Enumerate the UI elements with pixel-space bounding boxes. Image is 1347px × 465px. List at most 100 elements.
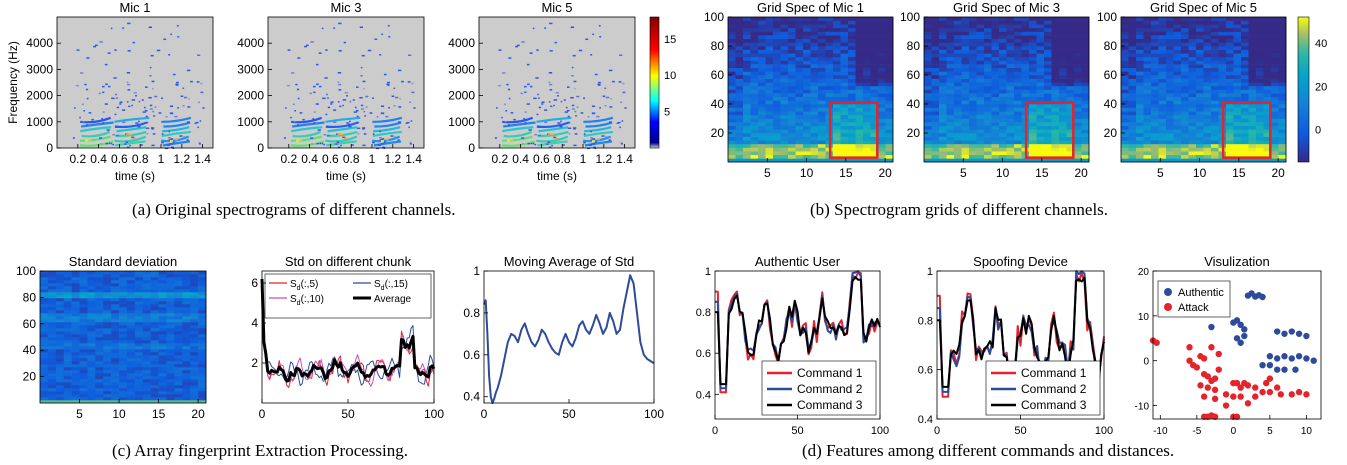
std-cell: [79, 292, 88, 296]
std-cell: [95, 379, 104, 383]
spectro-speck: [508, 57, 512, 59]
std-cell: [126, 334, 136, 338]
spectro-speck: [524, 122, 527, 124]
grid-cell: [1218, 31, 1227, 36]
std-cell: [158, 370, 167, 374]
grid-cell: [1166, 118, 1174, 123]
grid-cell: [1036, 114, 1045, 119]
grid-cell: [1081, 67, 1090, 72]
grid-cell: [788, 104, 796, 108]
grid-cell: [803, 100, 811, 105]
spectro-speck: [146, 133, 149, 135]
grid-cell: [870, 143, 879, 148]
spectro-speck: [126, 71, 131, 74]
grid-cell: [1151, 133, 1159, 137]
std-cell: [150, 379, 159, 383]
grid-cell: [750, 24, 759, 29]
x-tick-label: 0.8: [132, 152, 149, 166]
grid-cell: [735, 67, 744, 72]
grid-cell: [1036, 42, 1045, 47]
grid-cell: [1248, 46, 1257, 50]
spectro-speck: [136, 124, 140, 126]
caption-a: (a) Original spectrograms of different c…: [132, 200, 456, 219]
spectro-harmonic: [536, 116, 572, 123]
std-cell: [198, 349, 207, 353]
std-cell: [47, 301, 57, 305]
grid-cell: [840, 82, 849, 87]
std-cell: [134, 370, 144, 374]
spectro-speck: [381, 33, 383, 36]
grid-cell: [743, 53, 751, 58]
grid-cell: [1143, 104, 1152, 108]
grid-cell: [780, 82, 789, 87]
grid-cell: [999, 143, 1007, 148]
grid-cell: [1036, 56, 1045, 61]
grid-cell: [961, 75, 970, 79]
spectro-speck: [598, 25, 601, 27]
grid-cell: [1121, 82, 1129, 87]
x-tick-label: 15: [1232, 166, 1246, 180]
std-cell: [47, 358, 57, 362]
grid-cell: [1066, 133, 1075, 137]
grid-cell: [855, 38, 864, 43]
scatter-point: [1237, 321, 1244, 329]
std-cell: [111, 280, 120, 284]
grid-cell: [999, 56, 1007, 61]
grid-cell: [833, 31, 841, 36]
grid-cell: [1066, 60, 1075, 65]
grid-cell: [1211, 64, 1219, 69]
std-cell: [71, 298, 80, 302]
grid-cell: [969, 20, 977, 25]
grid-cell: [1271, 49, 1279, 54]
grid-cell: [1263, 143, 1272, 148]
std-cell: [150, 322, 159, 326]
colorbar-tick-label: 10: [664, 70, 676, 82]
std-cell: [126, 373, 136, 377]
spectro-speck: [158, 112, 162, 114]
grid-cell: [885, 122, 894, 127]
std-cell: [150, 394, 159, 398]
grid-cell: [758, 27, 766, 32]
std-cell: [150, 355, 159, 359]
grid-cell: [954, 71, 962, 76]
grid-cell: [1136, 104, 1144, 108]
grid-cell: [1136, 129, 1144, 134]
grid-cell: [969, 75, 977, 79]
grid-cell: [984, 154, 992, 159]
grid-cell: [946, 38, 955, 43]
grid-cell: [870, 75, 879, 79]
std-cell: [71, 373, 80, 377]
std-cell: [190, 298, 199, 302]
grid-cell: [991, 75, 1000, 79]
grid-cell: [803, 67, 811, 72]
std-cell: [119, 274, 128, 278]
grid-cell: [976, 136, 985, 141]
grid-cell: [1173, 24, 1182, 29]
grid-cell: [1081, 136, 1090, 141]
std-cell: [198, 397, 207, 401]
spectro-speck: [127, 83, 131, 86]
grid-cell: [1066, 85, 1075, 90]
spectro-speck: [108, 142, 111, 145]
std-cell: [198, 301, 207, 305]
grid-cell: [1059, 118, 1067, 123]
grid-cell: [810, 122, 819, 127]
grid-cell: [810, 56, 819, 61]
grid-cell: [870, 129, 879, 134]
grid-cell: [1121, 67, 1129, 72]
grid-cell: [1051, 17, 1060, 21]
spectro-speck: [566, 86, 570, 88]
std-cell: [87, 280, 96, 284]
grid-cell: [1136, 140, 1144, 145]
grid-cell: [750, 42, 759, 47]
grid-cell: [848, 136, 856, 141]
spectro-speck: [340, 144, 342, 147]
std-cell: [95, 367, 104, 371]
scatter-point: [1204, 384, 1211, 391]
std-cell: [95, 292, 104, 296]
chart-mic3: 0.2 0.4 0.6 0.8 1 1.2 1.401000200030004000Mic …: [237, 0, 425, 183]
grid-cell: [878, 42, 886, 47]
scatter-point: [1244, 382, 1252, 389]
grid-cell: [788, 129, 796, 134]
spectro-speck: [536, 113, 539, 116]
